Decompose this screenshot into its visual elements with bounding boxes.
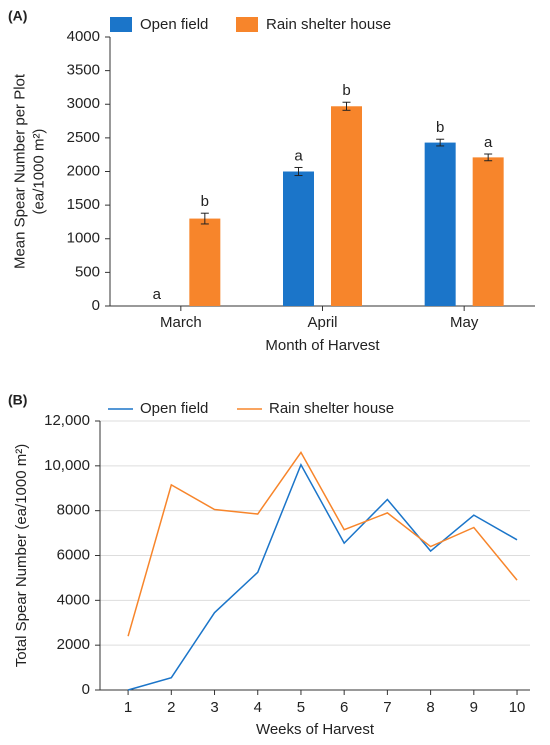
x-tick-label: 2 bbox=[167, 699, 175, 716]
x-axis-label: Month of Harvest bbox=[265, 337, 380, 354]
y-tick-label: 1500 bbox=[67, 196, 100, 213]
x-tick-label: 5 bbox=[297, 699, 305, 716]
y-tick-label: 2000 bbox=[57, 636, 90, 653]
x-tick-label: 1 bbox=[124, 699, 132, 716]
y-tick-label: 0 bbox=[92, 297, 100, 314]
y-tick-label: 10,000 bbox=[44, 457, 90, 474]
legend-label: Rain shelter house bbox=[266, 16, 391, 33]
y-tick-label: 1000 bbox=[67, 230, 100, 247]
x-tick-label: 8 bbox=[426, 699, 434, 716]
x-tick-label: 10 bbox=[509, 699, 526, 716]
y-tick-label: 8000 bbox=[57, 502, 90, 519]
significance-letter: b bbox=[342, 82, 350, 99]
legend-swatch bbox=[236, 17, 258, 32]
y-tick-label: 500 bbox=[75, 263, 100, 280]
legend-label: Rain shelter house bbox=[269, 400, 394, 417]
y-tick-label: 3500 bbox=[67, 62, 100, 79]
x-tick-label: 9 bbox=[470, 699, 478, 716]
x-tick-label: May bbox=[450, 314, 479, 331]
line bbox=[127, 462, 518, 691]
y-tick-label: 0 bbox=[82, 681, 90, 698]
y-tick-label: 12,000 bbox=[44, 412, 90, 429]
y-tick-label: 4000 bbox=[67, 28, 100, 45]
y-tick-label: 2000 bbox=[67, 162, 100, 179]
y-tick-label: 2500 bbox=[67, 129, 100, 146]
legend-label: Open field bbox=[140, 400, 208, 417]
significance-letter: a bbox=[153, 286, 162, 303]
bar bbox=[472, 157, 504, 306]
y-axis-label: Total Spear Number (ea/1000 m²) bbox=[13, 444, 30, 667]
x-tick-label: 4 bbox=[254, 699, 262, 716]
legend-label: Open field bbox=[140, 16, 208, 33]
x-tick-label: 3 bbox=[210, 699, 218, 716]
x-tick-label: 7 bbox=[383, 699, 391, 716]
legend-swatch bbox=[110, 17, 132, 32]
y-tick-label: 3000 bbox=[67, 95, 100, 112]
x-axis-label: Weeks of Harvest bbox=[256, 721, 375, 738]
panel-label: (B) bbox=[8, 392, 27, 408]
x-tick-label: March bbox=[160, 314, 202, 331]
significance-letter: b bbox=[201, 193, 209, 210]
x-tick-label: 6 bbox=[340, 699, 348, 716]
bar bbox=[189, 218, 221, 306]
panel-label: (A) bbox=[8, 8, 27, 24]
y-tick-label: 4000 bbox=[57, 591, 90, 608]
y-tick-label: 6000 bbox=[57, 546, 90, 563]
line bbox=[127, 450, 518, 637]
significance-letter: a bbox=[294, 147, 303, 164]
bar bbox=[331, 106, 362, 306]
bar bbox=[283, 171, 314, 306]
y-axis-label: Mean Spear Number per Plot bbox=[11, 73, 28, 269]
x-tick-label: April bbox=[307, 314, 337, 331]
bar bbox=[424, 142, 456, 306]
y-axis-label: (ea/1000 m²) bbox=[30, 129, 47, 215]
significance-letter: a bbox=[484, 134, 493, 151]
significance-letter: b bbox=[436, 119, 444, 136]
